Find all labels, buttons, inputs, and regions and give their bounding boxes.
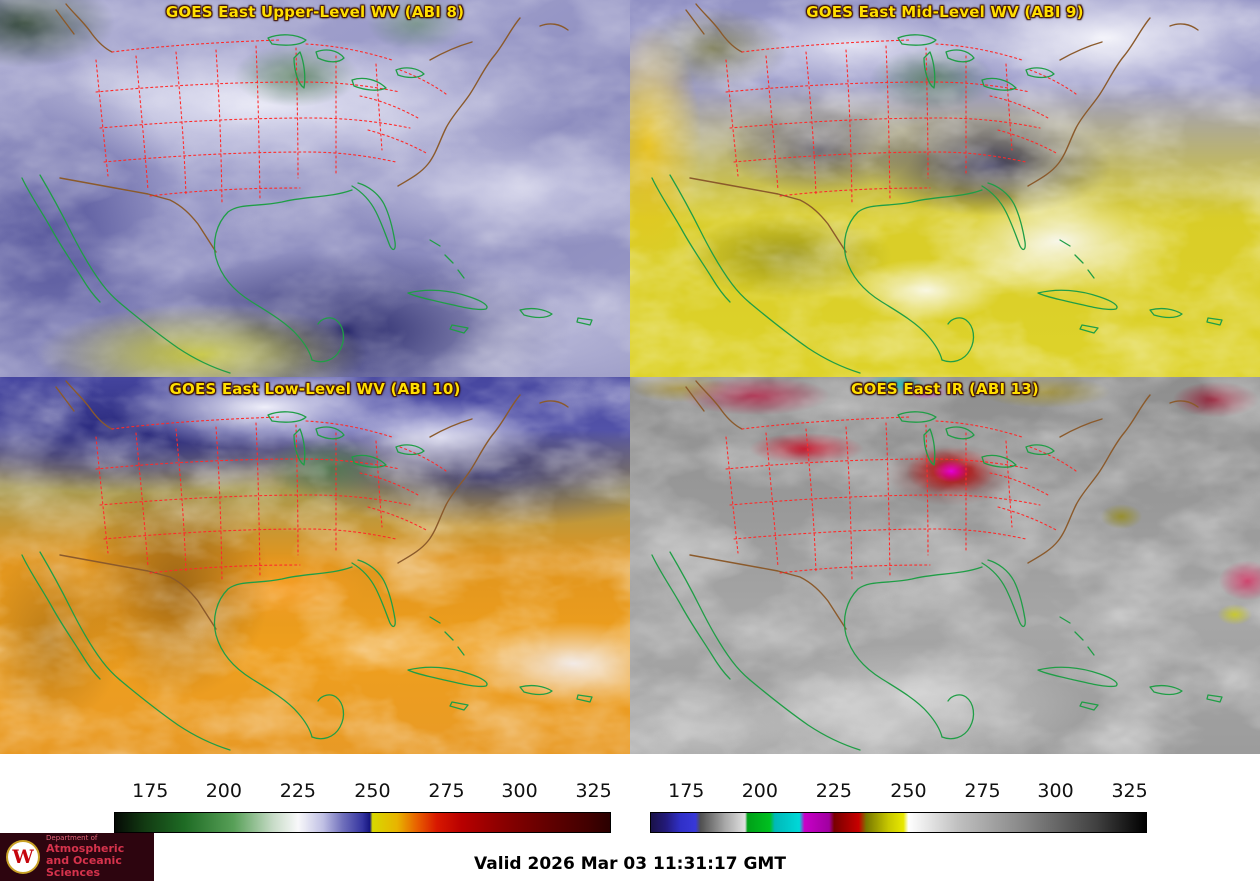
uw-crest-icon: W: [6, 840, 40, 874]
uw-aos-logo: W Department of Atmospheric and Oceanic …: [0, 833, 154, 881]
colorbar-tick: 200: [205, 780, 242, 802]
colorbar-tick: 300: [1037, 780, 1074, 802]
colorbar-tick: 275: [964, 780, 1001, 802]
footer-area: 175 200 225 250 275 300 325 175 200 225 …: [0, 754, 1260, 881]
basemap-overlay-abi8: [0, 0, 630, 377]
panel-title-abi13: GOES East IR (ABI 13): [850, 380, 1039, 398]
panel-title-abi8: GOES East Upper-Level WV (ABI 8): [165, 3, 465, 21]
colorbar-tick: 250: [890, 780, 927, 802]
colorbar-ir: 175 200 225 250 275 300 325: [650, 780, 1148, 842]
colorbar-tick: 275: [428, 780, 465, 802]
colorbar-tick: 325: [575, 780, 612, 802]
colorbar-wv: 175 200 225 250 275 300 325: [114, 780, 612, 842]
panel-ir[interactable]: GOES East IR (ABI 13): [630, 377, 1260, 754]
colorbar-tick: 300: [501, 780, 538, 802]
colorbar-tick: 225: [279, 780, 317, 802]
panel-title-abi9: GOES East Mid-Level WV (ABI 9): [806, 3, 1084, 21]
colorbar-tick: 225: [815, 780, 853, 802]
colorbar-tick: 175: [132, 780, 169, 802]
logo-line-department: Department of: [46, 834, 98, 843]
logo-text: Department of Atmospheric and Oceanic Sc…: [46, 835, 148, 878]
colorbar-wv-ticks: 175 200 225 250 275 300 325: [114, 780, 612, 807]
logo-line-oceanic: and Oceanic Sciences: [46, 853, 122, 879]
colorbar-ir-gradient: [650, 812, 1147, 833]
panel-low-level-wv[interactable]: GOES East Low-Level WV (ABI 10): [0, 377, 630, 754]
panel-upper-level-wv[interactable]: GOES East Upper-Level WV (ABI 8): [0, 0, 630, 377]
valid-time-text: Valid 2026 Mar 03 11:31:17 GMT: [474, 854, 786, 874]
colorbar-ir-ticks: 175 200 225 250 275 300 325: [650, 780, 1148, 807]
colorbar-tick: 250: [354, 780, 391, 802]
basemap-overlay-abi10: [0, 377, 630, 754]
panel-title-abi10: GOES East Low-Level WV (ABI 10): [169, 380, 461, 398]
quadrant-grid: GOES East Upper-Level WV (ABI 8) GOES Ea…: [0, 0, 1260, 754]
basemap-overlay-abi9: [630, 0, 1260, 377]
colorbar-wv-gradient: [114, 812, 611, 833]
colorbar-tick: 325: [1111, 780, 1148, 802]
panel-mid-level-wv[interactable]: GOES East Mid-Level WV (ABI 9): [630, 0, 1260, 377]
colorbar-tick: 175: [668, 780, 705, 802]
colorbar-tick: 200: [741, 780, 778, 802]
basemap-overlay-abi13: [630, 377, 1260, 754]
logo-line-atmospheric: Atmospheric: [46, 841, 125, 855]
